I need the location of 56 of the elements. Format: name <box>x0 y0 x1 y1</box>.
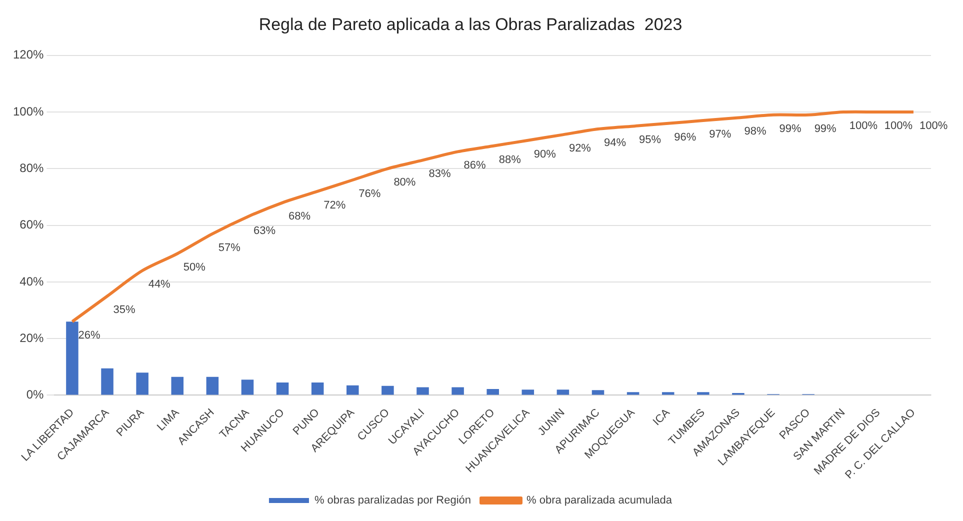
line-series <box>70 110 915 324</box>
y-tick-label: 40% <box>20 274 44 288</box>
bar <box>626 392 640 395</box>
data-label: 100% <box>919 120 948 132</box>
legend-label: % obras paralizadas por Región <box>314 494 472 507</box>
x-tick-label: ICA <box>650 406 673 428</box>
bar <box>556 390 570 395</box>
bar <box>416 387 429 395</box>
bar <box>592 390 604 395</box>
bar <box>486 389 499 395</box>
bar <box>136 372 148 395</box>
data-label: 86% <box>464 160 486 172</box>
data-label: 63% <box>253 224 276 237</box>
bar <box>101 368 114 395</box>
data-label: 96% <box>674 131 696 144</box>
chart-title: Regla de Pareto aplicada a las Obras Paralizadas 2023 <box>258 14 682 34</box>
bar <box>241 380 254 395</box>
bar <box>276 382 289 395</box>
bar <box>662 392 674 395</box>
legend-label: % obra paralizada acumulada <box>526 494 673 507</box>
bar <box>452 387 464 395</box>
data-label: 57% <box>218 242 241 254</box>
data-label: 98% <box>744 126 766 138</box>
bar <box>66 322 78 395</box>
data-label: 68% <box>288 210 311 223</box>
y-tick-label: 60% <box>20 218 44 232</box>
data-label: 95% <box>639 134 662 146</box>
data-label: 94% <box>604 137 626 150</box>
data-label: 88% <box>498 154 522 166</box>
bar <box>311 382 324 395</box>
data-label: 35% <box>113 304 136 316</box>
data-label: 99% <box>814 122 837 135</box>
bar <box>206 376 219 395</box>
data-label: 100% <box>884 120 913 132</box>
data-label: 26% <box>78 330 100 342</box>
data-label: 80% <box>394 176 416 189</box>
data-label: 76% <box>358 188 381 200</box>
data-label: 97% <box>709 128 732 141</box>
data-label: 99% <box>779 122 802 135</box>
data-label: 72% <box>324 199 346 212</box>
bar <box>522 390 534 395</box>
y-tick-label: 80% <box>20 160 44 175</box>
bar <box>171 376 184 395</box>
bar <box>346 385 359 395</box>
data-label: 50% <box>183 262 206 274</box>
data-label: 92% <box>568 142 592 155</box>
y-tick-label: 100% <box>12 104 44 118</box>
bar <box>382 386 394 395</box>
data-label: 83% <box>428 168 451 180</box>
y-tick-label: 20% <box>20 330 44 345</box>
y-tick-label: 0% <box>26 388 44 402</box>
bar <box>697 392 710 395</box>
data-label: 90% <box>534 148 556 160</box>
y-tick-label: 120% <box>12 48 44 62</box>
data-label: 100% <box>849 120 878 132</box>
data-label: 44% <box>148 278 171 291</box>
